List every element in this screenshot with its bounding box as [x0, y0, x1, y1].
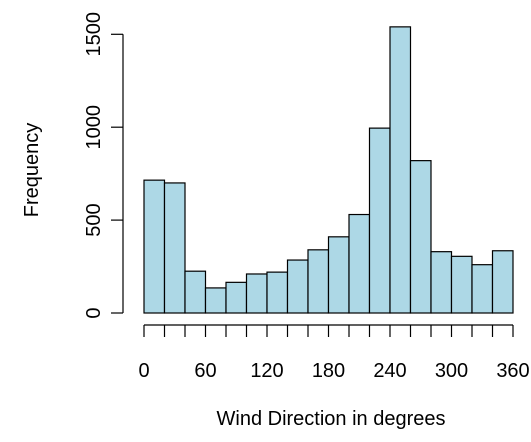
histogram-bar — [247, 274, 268, 313]
histogram-bar — [165, 183, 186, 313]
histogram-bar — [206, 288, 227, 313]
x-axis: 0 60 120 180 240 300 360 — [138, 325, 529, 382]
bars-group — [144, 27, 513, 313]
x-tick-label: 60 — [194, 360, 216, 382]
x-tick-label: 180 — [312, 360, 345, 382]
histogram-bar — [390, 27, 411, 313]
histogram-bar — [431, 252, 452, 313]
y-tick-label: 1000 — [83, 105, 105, 149]
y-tick-label: 500 — [83, 203, 105, 236]
x-axis-title: Wind Direction in degrees — [217, 408, 446, 430]
y-axis-title: Frequency — [21, 123, 43, 218]
y-tick-label: 1500 — [83, 12, 105, 57]
histogram-bar — [349, 215, 370, 313]
x-tick-label: 300 — [435, 360, 468, 382]
x-tick-label: 0 — [138, 360, 149, 382]
histogram-bar — [144, 180, 165, 313]
x-tick-label: 360 — [496, 360, 529, 382]
histogram-bar — [329, 237, 350, 313]
histogram-bar — [472, 265, 493, 313]
x-tick-label: 240 — [373, 360, 406, 382]
histogram-bar — [226, 282, 247, 313]
histogram-bar — [370, 128, 391, 313]
histogram-bar — [288, 260, 309, 313]
histogram-bar — [267, 272, 288, 313]
histogram-bar — [308, 250, 329, 313]
y-tick-label: 0 — [83, 307, 105, 318]
histogram-bar — [493, 251, 514, 313]
histogram-bar — [411, 161, 432, 313]
histogram-bar — [185, 271, 206, 313]
y-axis: 0 500 1000 1500 — [83, 12, 123, 319]
histogram-bar — [452, 256, 473, 313]
x-tick-label: 120 — [250, 360, 283, 382]
